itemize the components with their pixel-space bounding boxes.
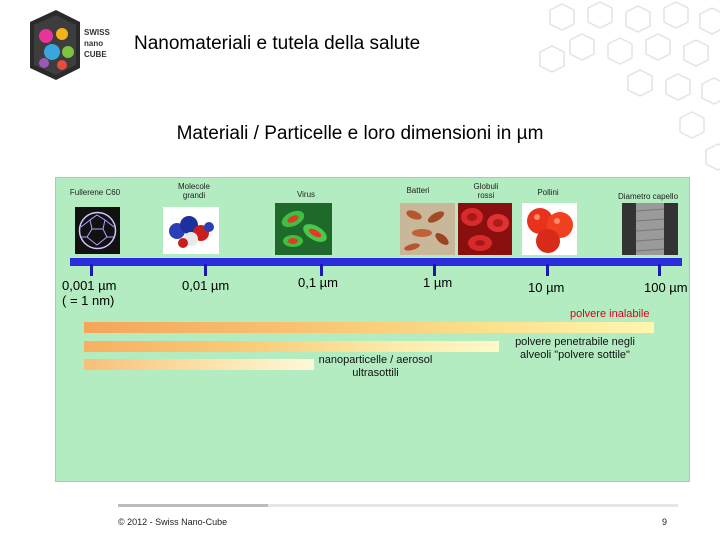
tick-001 <box>204 264 207 276</box>
label-batteri: Batteri <box>406 186 430 195</box>
swiss-nano-cube-logo: SWISS nano CUBE <box>30 10 110 80</box>
red-blood-cells-image <box>458 203 512 255</box>
range-label-inalabile: polvere inalabile <box>570 308 650 320</box>
tick-1 <box>433 264 436 276</box>
fullerene-image <box>75 207 120 254</box>
size-note-1nm: ( = 1 nm) <box>62 293 115 308</box>
label-virus: Virus <box>296 190 316 199</box>
tick-01 <box>320 264 323 276</box>
size-label-01: 0,1 µm <box>298 275 339 290</box>
virus-image <box>275 203 332 255</box>
range-bar-inalabile <box>84 322 654 333</box>
molecule-image <box>163 207 219 254</box>
bacteria-image <box>400 203 455 255</box>
tick-10 <box>546 264 549 276</box>
label-molecole-grandi: Molecole grandi <box>177 182 210 200</box>
size-label-0001: 0,001 µm <box>62 278 117 293</box>
tick-100 <box>658 264 661 276</box>
range-label-nano: nanoparticelle / aerosol ultrasottili <box>318 354 433 379</box>
hair-image <box>622 203 678 255</box>
decorative-cube-pattern <box>539 1 720 171</box>
pollen-image <box>522 203 577 255</box>
label-globuli-rossi: Globuli rossi <box>473 182 499 200</box>
footer-copyright: © 2012 - Swiss Nano-Cube <box>118 517 228 527</box>
label-fullerene: Fullerene C60 <box>69 188 121 197</box>
diagram-subtitle: Materiali / Particelle e loro dimensioni… <box>176 123 544 144</box>
logo-text-nano: nano <box>84 39 103 48</box>
size-label-10: 10 µm <box>528 280 565 295</box>
label-pollini: Pollini <box>537 188 559 197</box>
page-number: 9 <box>662 517 668 527</box>
range-label-fine-dust: polvere penetrabile negli alveoli "polve… <box>515 336 635 361</box>
label-diametro-capello: Diametro capello <box>617 192 679 201</box>
size-label-100: 100 µm <box>644 280 688 295</box>
footer-rule-accent <box>118 504 268 507</box>
range-bar-fine-dust <box>84 341 499 352</box>
slide-title: Nanomateriali e tutela della salute <box>134 33 421 54</box>
scale-axis <box>70 258 682 266</box>
tick-0001 <box>90 264 93 276</box>
range-bar-nano <box>84 359 314 370</box>
size-label-1: 1 µm <box>423 275 453 290</box>
logo-text-swiss: SWISS <box>84 28 110 37</box>
logo-text-cube: CUBE <box>84 50 107 59</box>
size-label-001: 0,01 µm <box>182 278 230 293</box>
footer-rule <box>118 504 678 507</box>
